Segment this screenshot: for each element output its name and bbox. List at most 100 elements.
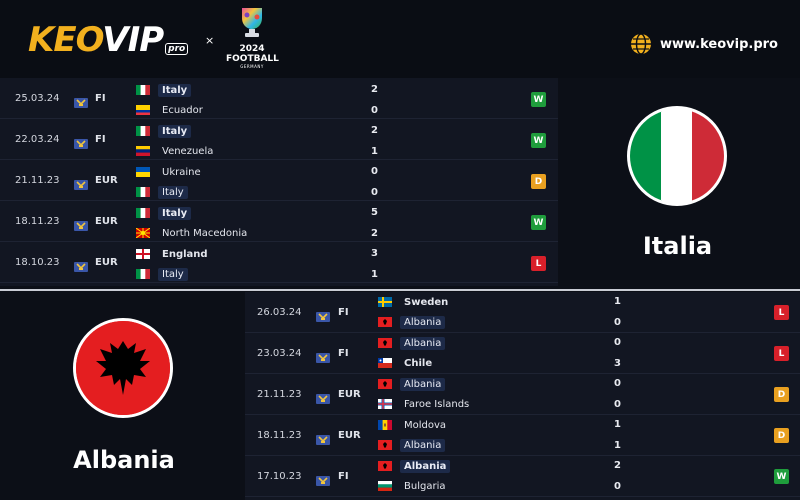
home-team-name[interactable]: Italy (158, 206, 192, 220)
match-date: 21.11.23 (257, 389, 302, 400)
competition-code: EUR (338, 430, 361, 441)
keovip-logo[interactable]: KEOVIP pro (28, 20, 189, 60)
brand-pro-tag: pro (165, 43, 189, 55)
italy-flag-icon (136, 126, 150, 136)
euro-country: GERMANY (240, 64, 264, 69)
away-team: Italy (136, 184, 188, 200)
home-team-name[interactable]: Albania (400, 459, 451, 473)
away-team: Italy (136, 266, 188, 282)
away-team: Ecuador (136, 102, 207, 118)
match-row[interactable]: 18.11.23 EUR Moldova Albania 1 1 D (245, 415, 800, 456)
away-team: Chile (378, 355, 436, 371)
competition-icon (316, 471, 330, 486)
result-badge: D (774, 428, 789, 443)
result-badge: D (531, 174, 546, 189)
home-team: Albania (378, 376, 446, 392)
away-score: 0 (371, 105, 378, 116)
match-date: 26.03.24 (257, 307, 302, 318)
result-badge: L (531, 256, 546, 271)
away-team-name[interactable]: Chile (404, 357, 433, 369)
competition-icon (74, 93, 88, 108)
match-date: 23.03.24 (257, 348, 302, 359)
macedonia-flag-icon (136, 228, 150, 238)
home-score: 0 (614, 337, 621, 348)
site-link[interactable]: www.keovip.pro (630, 33, 778, 55)
match-row[interactable]: 18.11.23 EUR Italy North Macedonia 5 2 W (0, 201, 558, 242)
moldova-flag-icon (378, 420, 392, 430)
competition-icon (316, 389, 330, 404)
match-date: 18.11.23 (15, 216, 60, 227)
match-row[interactable]: 18.10.23 EUR England Italy 3 1 L (0, 242, 558, 283)
competition-code: EUR (338, 389, 361, 400)
albania-badge (73, 318, 173, 418)
match-row[interactable]: 22.03.24 FI Italy Venezuela 2 1 W (0, 119, 558, 160)
home-team: Moldova (378, 417, 450, 433)
brand-part-a: KEO (28, 20, 103, 60)
times-separator: × (205, 34, 215, 47)
away-team-name[interactable]: Albania (400, 315, 446, 329)
result-badge: D (774, 387, 789, 402)
competition-icon (74, 175, 88, 190)
section-divider (0, 289, 800, 291)
home-team: Albania (378, 458, 451, 474)
match-date: 18.11.23 (257, 430, 302, 441)
home-team-name[interactable]: Ukraine (162, 166, 201, 178)
match-row[interactable]: 21.11.23 EUR Ukraine Italy 0 0 D (0, 160, 558, 201)
competition-code: FI (338, 307, 349, 318)
away-team-name[interactable]: Venezuela (162, 145, 214, 157)
albania-flag-icon (378, 461, 392, 471)
competition-code: FI (95, 134, 106, 145)
italy-flag-icon (630, 109, 724, 203)
match-date: 18.10.23 (15, 257, 60, 268)
venezuela-flag-icon (136, 146, 150, 156)
result-badge: W (531, 215, 546, 230)
home-team: Italy (136, 82, 192, 98)
match-row[interactable]: 21.11.23 EUR Albania Faroe Islands 0 0 D (245, 374, 800, 415)
italy-flag-icon (136, 85, 150, 95)
result-badge: L (774, 346, 789, 361)
match-row[interactable]: 23.03.24 FI Albania Chile 0 3 L (245, 333, 800, 374)
home-team-name[interactable]: Moldova (404, 419, 447, 431)
result-badge: W (531, 133, 546, 148)
away-team-name[interactable]: Bulgaria (404, 480, 446, 492)
away-team-name[interactable]: North Macedonia (162, 227, 248, 239)
away-score: 3 (614, 358, 621, 369)
home-team-name[interactable]: Sweden (404, 296, 449, 308)
brand-part-b: VIP (102, 20, 164, 60)
away-team-name[interactable]: Albania (400, 438, 446, 452)
match-row[interactable]: 26.03.24 FI Sweden Albania 1 0 L (245, 292, 800, 333)
home-team-name[interactable]: Albania (400, 336, 446, 350)
home-score: 5 (371, 207, 378, 218)
home-team: Sweden (378, 294, 452, 310)
home-score: 0 (614, 378, 621, 389)
away-score: 1 (614, 440, 621, 451)
albania-flag-icon (378, 440, 392, 450)
competition-icon (316, 430, 330, 445)
euro-year: 2024 (239, 44, 265, 54)
away-team-name[interactable]: Italy (158, 185, 188, 199)
away-team-name[interactable]: Faroe Islands (404, 398, 470, 410)
home-team: Albania (378, 335, 446, 351)
away-score: 2 (371, 228, 378, 239)
home-team-name[interactable]: Italy (158, 83, 192, 97)
sweden-flag-icon (378, 297, 392, 307)
match-row[interactable]: 17.10.23 FI Albania Bulgaria 2 0 W (245, 456, 800, 497)
home-team-name[interactable]: Italy (158, 124, 192, 138)
away-team: Albania (378, 437, 446, 453)
home-score: 2 (371, 125, 378, 136)
away-team-name[interactable]: Italy (158, 267, 188, 281)
italy-flag-icon (136, 187, 150, 197)
home-score: 3 (371, 248, 378, 259)
site-url: www.keovip.pro (659, 36, 778, 52)
match-date: 25.03.24 (15, 93, 60, 104)
away-team-name[interactable]: Ecuador (162, 104, 203, 116)
euro-2024-logo: 2024 FOOTBALL GERMANY (226, 5, 279, 71)
away-score: 0 (614, 317, 621, 328)
home-team-name[interactable]: England (162, 248, 208, 260)
globe-icon (630, 33, 651, 55)
home-team-name[interactable]: Albania (400, 377, 446, 391)
match-row[interactable]: 25.03.24 FI Italy Ecuador 2 0 W (0, 78, 558, 119)
albania-flag-icon (378, 379, 392, 389)
competition-code: EUR (95, 216, 118, 227)
home-score: 2 (614, 460, 621, 471)
